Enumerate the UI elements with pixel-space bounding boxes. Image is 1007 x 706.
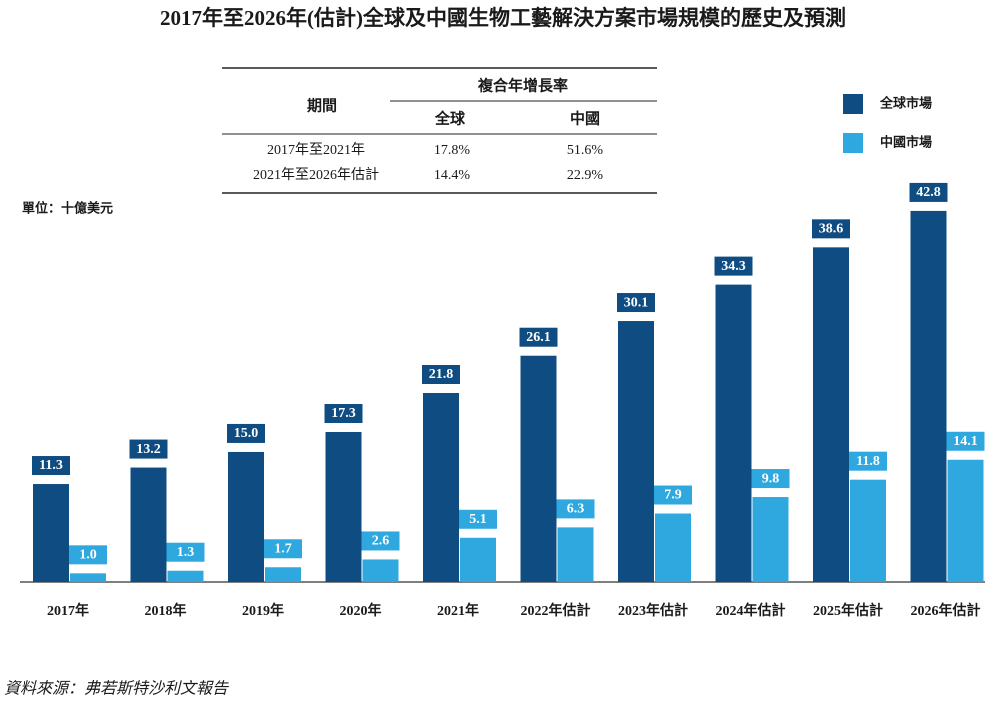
value-label-box	[361, 531, 400, 551]
unit-label: 單位：十億美元	[22, 201, 113, 217]
bar	[167, 570, 204, 582]
x-tick-label: 2019年	[242, 602, 284, 619]
value-label-box	[459, 509, 497, 529]
bar	[655, 513, 691, 582]
value-label-box	[714, 256, 753, 276]
x-tick-label: 2017年	[47, 602, 89, 619]
value-label-box	[69, 545, 107, 565]
bar	[850, 479, 886, 582]
table-cell: 51.6%	[567, 143, 604, 158]
bar	[752, 497, 789, 582]
x-tick-label: 2023年估計	[618, 602, 688, 619]
table-subheader: 全球	[434, 110, 466, 128]
bar	[325, 432, 362, 582]
value-label: 6.3	[567, 502, 585, 517]
bar	[70, 573, 106, 582]
bar	[947, 459, 984, 582]
value-label-box	[166, 542, 205, 562]
value-label: 14.1	[953, 434, 978, 449]
value-label-box	[519, 327, 558, 347]
source-note: 資料來源：弗若斯特沙利文報告	[4, 680, 229, 698]
legend-label: 中國市場	[880, 135, 932, 151]
value-label: 13.2	[136, 442, 161, 457]
value-label: 15.0	[234, 426, 259, 441]
chart-title: 2017年至2026年(估計)全球及中國生物工藝解決方案市場規模的歷史及預測	[160, 6, 846, 30]
value-label: 26.1	[526, 330, 551, 345]
bar	[910, 210, 947, 582]
value-label: 34.3	[721, 259, 746, 274]
bar	[423, 392, 459, 582]
value-label: 9.8	[762, 471, 780, 486]
bar	[460, 537, 496, 582]
x-tick-label: 2025年估計	[813, 602, 883, 619]
value-label-box	[849, 451, 887, 471]
value-label-box	[422, 364, 460, 384]
cagr-table	[222, 67, 657, 194]
x-tick-label: 2026年估計	[911, 602, 981, 619]
value-label-box	[227, 423, 265, 443]
legend-swatch	[843, 94, 863, 114]
value-label: 1.7	[274, 541, 292, 556]
value-label-box	[32, 456, 70, 476]
value-label: 2.6	[372, 534, 390, 549]
value-label: 21.8	[429, 367, 454, 382]
value-label: 11.3	[39, 458, 63, 473]
bar	[228, 451, 264, 582]
x-tick-label: 2020年	[340, 602, 382, 619]
value-label-box	[812, 219, 850, 239]
table-cell: 14.4%	[434, 168, 471, 183]
table-cell: 22.9%	[567, 168, 604, 183]
value-label-box	[324, 404, 363, 424]
x-tick-label: 2022年估計	[521, 602, 591, 619]
x-tick-label: 2024年估計	[716, 602, 786, 619]
value-label-box	[751, 469, 790, 489]
value-label-box	[264, 539, 302, 559]
value-label: 17.3	[331, 406, 356, 421]
table-header: 期間	[307, 97, 337, 115]
legend-swatch	[843, 133, 863, 153]
value-label-box	[129, 439, 168, 459]
value-label: 1.3	[177, 545, 195, 560]
value-label-box	[654, 485, 692, 505]
bar	[265, 567, 301, 582]
value-label-box	[909, 182, 948, 202]
x-tick-label: 2021年	[437, 602, 479, 619]
value-label: 42.8	[916, 185, 941, 200]
bar	[520, 355, 557, 582]
table-cell: 2017年至2021年	[267, 142, 365, 158]
x-tick-label: 2018年	[145, 602, 187, 619]
bar	[715, 284, 752, 582]
value-label-box	[556, 499, 595, 519]
table-header: 複合年增長率	[477, 77, 568, 95]
value-label: 7.9	[664, 488, 682, 503]
bar	[618, 321, 654, 582]
table-cell: 17.8%	[434, 143, 471, 158]
table-cell: 2021年至2026年估計	[253, 167, 379, 183]
value-label: 5.1	[469, 512, 487, 527]
value-label: 11.8	[856, 454, 880, 469]
bar	[813, 247, 849, 582]
table-subheader: 中國	[570, 110, 600, 128]
value-label: 1.0	[79, 548, 97, 563]
bar	[362, 559, 399, 582]
value-label-box	[617, 293, 655, 313]
value-label: 38.6	[819, 222, 844, 237]
bar	[130, 467, 167, 582]
bar	[557, 527, 594, 582]
bar	[33, 484, 69, 582]
value-label-box	[946, 431, 985, 451]
legend-label: 全球市場	[879, 96, 932, 112]
value-label: 30.1	[624, 295, 649, 310]
